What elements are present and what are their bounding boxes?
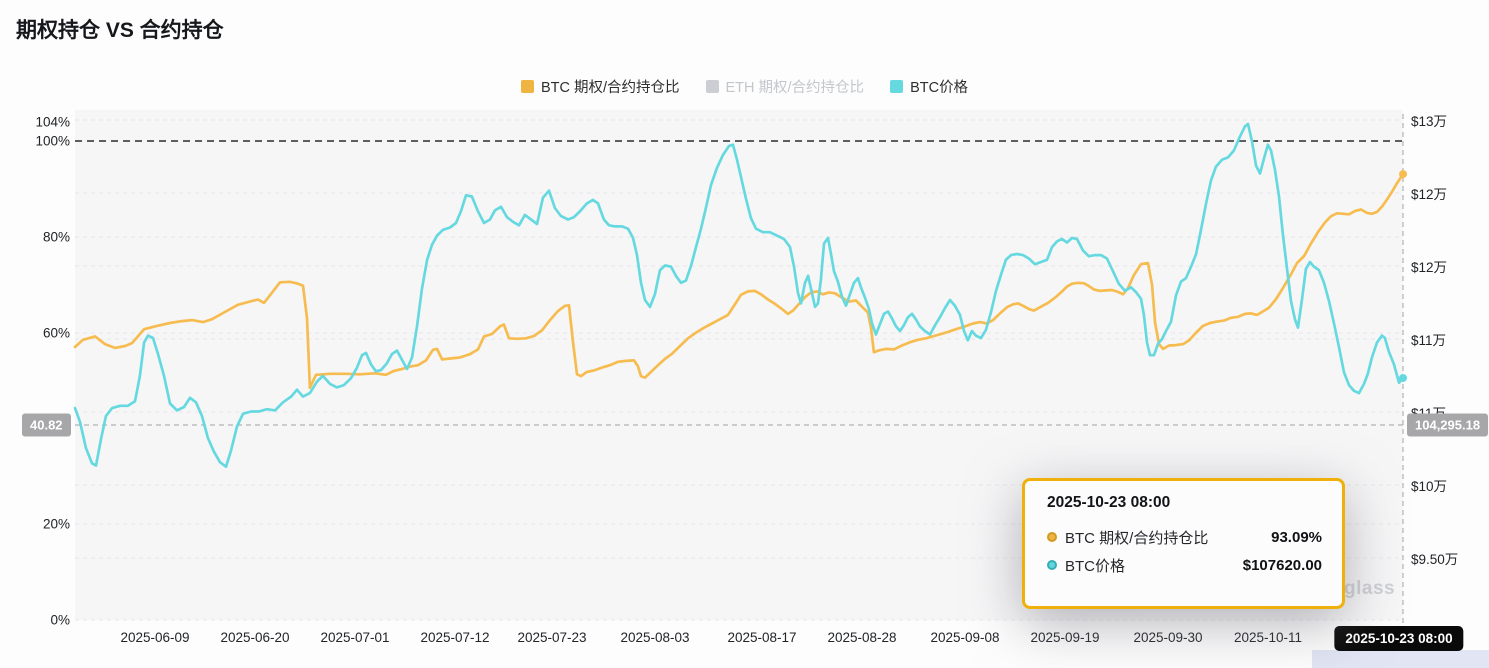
left-axis-tick: 60%	[42, 325, 70, 341]
btc-ratio-marker-icon	[1047, 532, 1057, 542]
series-btc-price	[73, 122, 1405, 469]
legend-label: BTC价格	[910, 80, 969, 96]
x-axis-tick: 2025-06-09	[120, 630, 190, 645]
tooltip-row-btc-ratio: BTC 期权/合约持仓比 93.09%	[1047, 523, 1322, 551]
x-axis-tick: 2025-07-12	[420, 630, 490, 645]
x-axis-tick: 2025-07-23	[517, 630, 587, 645]
legend-item-btc-ratio[interactable]: BTC 期权/合约持仓比	[520, 76, 680, 97]
btc-price-swatch-icon	[890, 80, 904, 93]
right-axis-tick: $9.50万	[1411, 552, 1459, 567]
x-axis-tick: 2025-07-01	[320, 630, 390, 645]
series-btc-ratio	[73, 172, 1405, 390]
x-axis-tick: 2025-09-19	[1030, 630, 1100, 645]
tooltip-value: 93.09%	[1271, 528, 1322, 546]
x-axis-tick: 2025-08-17	[727, 630, 797, 645]
x-axis-tick: 2025-08-28	[827, 630, 897, 645]
series-end-dot	[1399, 170, 1407, 179]
right-axis-tick: $12万	[1411, 260, 1448, 275]
legend-label: BTC 期权/合约持仓比	[540, 80, 680, 96]
bottom-right-highlight	[1312, 650, 1489, 668]
btc-ratio-swatch-icon	[520, 80, 534, 93]
chart-legend: BTC 期权/合约持仓比 ETH 期权/合约持仓比 BTC价格	[0, 76, 1489, 97]
legend-item-btc-price[interactable]: BTC价格	[890, 76, 968, 97]
x-axis-tick: 2025-10-11	[1233, 630, 1303, 645]
eth-ratio-swatch-icon	[705, 80, 719, 93]
series-end-dot	[1399, 373, 1407, 382]
tooltip-date: 2025-10-23 08:00	[1047, 494, 1171, 511]
x-axis-tick: 2025-09-30	[1133, 630, 1203, 645]
right-axis-tick: $11万	[1411, 333, 1447, 348]
x-axis-tick: 2025-08-03	[620, 630, 690, 645]
crosshair-date-badge: 2025-10-23 08:00	[1334, 626, 1464, 651]
legend-label: ETH 期权/合约持仓比	[725, 80, 865, 96]
chart-tooltip: 2025-10-23 08:00 BTC 期权/合约持仓比 93.09% BTC…	[1022, 478, 1345, 609]
page-title: 期权持仓 VS 合约持仓	[16, 19, 224, 42]
left-axis-tick: 0%	[50, 612, 70, 628]
left-axis-tick: 104%	[35, 114, 70, 130]
crosshair-left-value-badge: 40.82	[22, 413, 71, 437]
tooltip-value: $107620.00	[1242, 556, 1322, 574]
left-axis-tick: 100%	[35, 133, 70, 149]
tooltip-label: BTC 期权/合约持仓比	[1065, 529, 1209, 547]
x-axis-tick: 2025-09-08	[930, 630, 1000, 645]
right-axis-tick: $12万	[1411, 187, 1448, 202]
left-axis-tick: 80%	[42, 229, 70, 245]
left-axis-tick: 20%	[42, 516, 70, 532]
tooltip-label: BTC价格	[1065, 557, 1126, 575]
coinglass-watermark: glass	[1344, 578, 1396, 599]
btc-price-marker-icon	[1047, 560, 1057, 570]
legend-item-eth-ratio[interactable]: ETH 期权/合约持仓比	[705, 76, 865, 97]
crosshair-right-value-badge: 104,295.18	[1407, 413, 1489, 437]
right-axis-tick: $10万	[1411, 479, 1448, 494]
x-axis-tick: 2025-06-20	[220, 630, 290, 645]
tooltip-row-btc-price: BTC价格 $107620.00	[1047, 551, 1322, 579]
right-axis-tick: $13万	[1411, 114, 1448, 129]
